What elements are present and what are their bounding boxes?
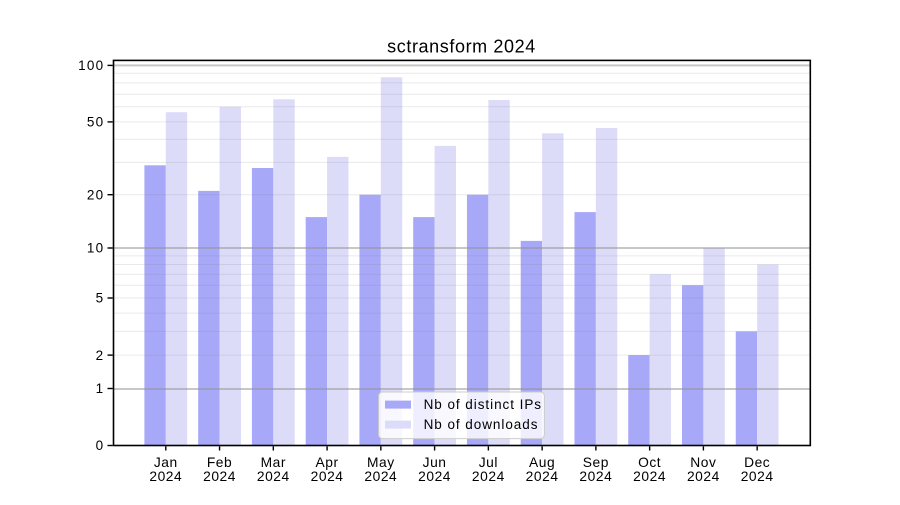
svg-text:2: 2 bbox=[96, 348, 105, 363]
svg-text:Dec: Dec bbox=[744, 455, 770, 470]
svg-text:5: 5 bbox=[96, 291, 105, 306]
svg-text:Nov: Nov bbox=[690, 455, 716, 470]
svg-text:Feb: Feb bbox=[207, 455, 232, 470]
svg-text:1: 1 bbox=[96, 381, 105, 396]
svg-text:2024: 2024 bbox=[203, 469, 236, 484]
svg-text:2024: 2024 bbox=[472, 469, 505, 484]
svg-text:Oct: Oct bbox=[638, 455, 661, 470]
svg-text:Jan: Jan bbox=[154, 455, 178, 470]
svg-text:20: 20 bbox=[87, 187, 104, 202]
svg-text:2024: 2024 bbox=[311, 469, 344, 484]
svg-text:50: 50 bbox=[87, 115, 104, 130]
svg-text:Nb of downloads: Nb of downloads bbox=[424, 417, 539, 432]
svg-text:0: 0 bbox=[96, 438, 105, 453]
svg-text:May: May bbox=[367, 455, 395, 470]
svg-text:Mar: Mar bbox=[261, 455, 286, 470]
svg-text:Jul: Jul bbox=[479, 455, 498, 470]
svg-text:2024: 2024 bbox=[741, 469, 774, 484]
svg-text:10: 10 bbox=[87, 241, 104, 256]
svg-text:2024: 2024 bbox=[687, 469, 720, 484]
svg-text:Sep: Sep bbox=[583, 455, 609, 470]
svg-text:2024: 2024 bbox=[526, 469, 559, 484]
svg-text:2024: 2024 bbox=[418, 469, 451, 484]
svg-text:Apr: Apr bbox=[316, 455, 339, 470]
svg-text:Aug: Aug bbox=[529, 455, 555, 470]
svg-text:2024: 2024 bbox=[149, 469, 182, 484]
svg-text:100: 100 bbox=[78, 58, 104, 73]
svg-text:sctransform 2024: sctransform 2024 bbox=[387, 37, 536, 57]
svg-text:Nb of distinct IPs: Nb of distinct IPs bbox=[424, 397, 542, 412]
svg-text:2024: 2024 bbox=[257, 469, 290, 484]
svg-text:2024: 2024 bbox=[364, 469, 397, 484]
svg-text:Jun: Jun bbox=[423, 455, 447, 470]
svg-text:2024: 2024 bbox=[633, 469, 666, 484]
svg-text:2024: 2024 bbox=[579, 469, 612, 484]
